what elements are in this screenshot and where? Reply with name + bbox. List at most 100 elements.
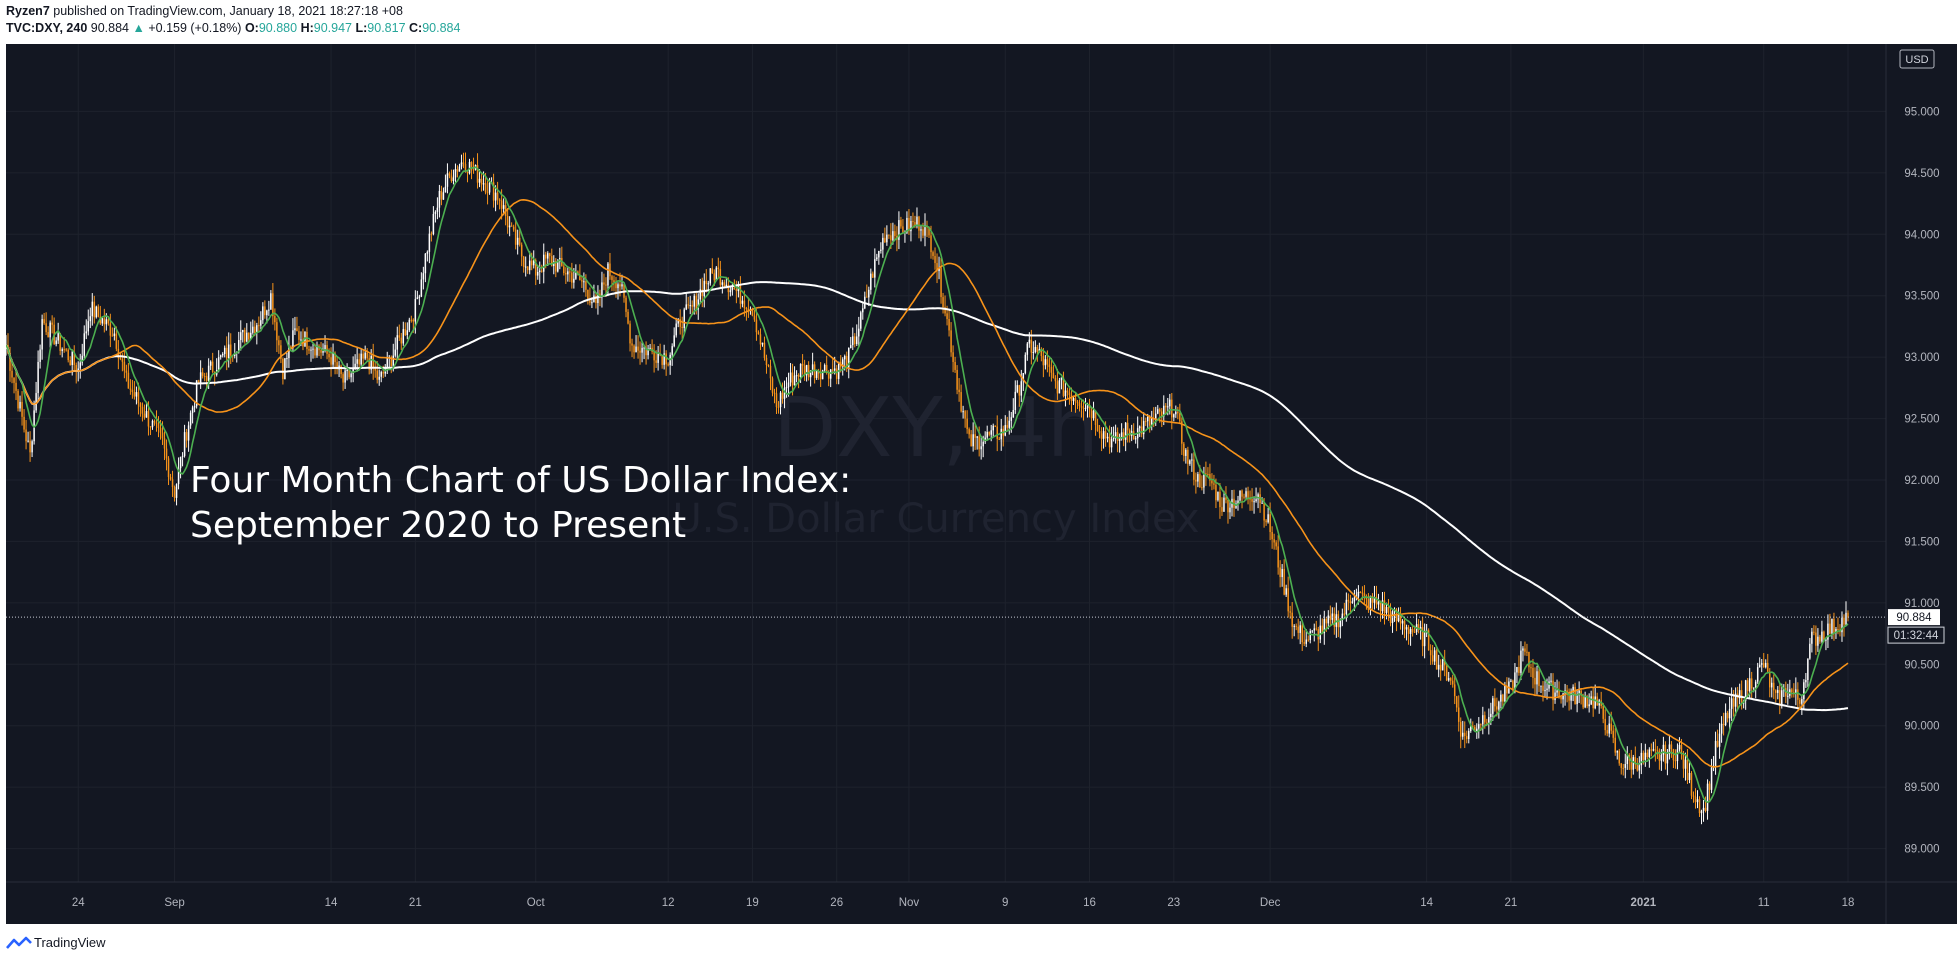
candle-body (348, 370, 350, 378)
candle-body (408, 319, 411, 331)
candle-body (502, 205, 505, 209)
candle-body (350, 373, 352, 378)
candle-body (1805, 680, 1807, 683)
time-axis[interactable]: 24 Sep 14 21 Oct 12 19 26 Nov 9 16 23 Dec 14 21 2021 11 1… (72, 897, 1855, 909)
candle-body (998, 438, 1000, 440)
candle-body (1488, 717, 1490, 723)
ma-slow-line (6, 281, 1849, 712)
candle-body (1201, 487, 1203, 489)
candle-body (512, 226, 515, 230)
author-name[interactable]: Ryzen7 (6, 4, 50, 18)
candle-body (1347, 599, 1350, 602)
candle-body (1313, 628, 1316, 631)
candle-body (1064, 390, 1067, 397)
candle-body (1407, 627, 1410, 634)
candle-body (1299, 625, 1301, 633)
candle-body (392, 355, 395, 366)
candle-body (1815, 632, 1817, 646)
candle-body (364, 352, 366, 359)
candle-body (1094, 410, 1097, 425)
candle-body (1662, 744, 1665, 755)
candle-body (1696, 799, 1699, 803)
candle-body (1847, 612, 1849, 618)
candle-body (833, 368, 836, 371)
candle-body (1520, 650, 1522, 673)
candle-body (346, 370, 348, 372)
candle-body (1008, 420, 1011, 428)
candle-body (717, 267, 720, 270)
candle-body (25, 429, 27, 442)
price-chart[interactable]: DXY, 4h U.S. Dollar Currency Index 89.00… (6, 44, 1957, 924)
candle-body (418, 296, 421, 298)
candle-body (755, 319, 758, 333)
candle-body (735, 288, 738, 292)
price-axis[interactable]: 89.000 89.500 90.000 90.500 91.000 91.500 92.0… (1904, 106, 1939, 855)
candle-body (862, 308, 864, 313)
candle-body (125, 370, 128, 373)
candle-body (1359, 591, 1362, 593)
candle-body (448, 173, 451, 176)
candle-body (540, 270, 543, 272)
low-label: L: (355, 21, 368, 35)
candle-body (655, 360, 657, 363)
candle-body (404, 329, 407, 335)
candle-body (530, 260, 533, 266)
candle-body (705, 280, 708, 284)
candle-body (414, 298, 417, 322)
candle-body (1118, 436, 1121, 441)
candle-body (701, 289, 704, 297)
candle-body (1421, 627, 1424, 647)
candlestick-series (6, 152, 1849, 825)
candle-body (316, 345, 318, 356)
candle-body (1443, 659, 1446, 666)
candle-body (282, 358, 284, 380)
tradingview-logo-icon[interactable] (6, 936, 32, 950)
symbol-label[interactable]: TVC:DXY, 240 (6, 21, 88, 35)
candle-body (1381, 600, 1384, 612)
candle-body (1797, 689, 1799, 700)
candle-body (1656, 750, 1659, 752)
candle-body (396, 335, 399, 350)
candle-body (621, 284, 623, 287)
candle-body (384, 370, 386, 374)
candle-body (613, 280, 615, 283)
candle-body (807, 364, 810, 378)
candle-body (1482, 715, 1484, 725)
candle-body (1498, 701, 1500, 710)
candle-body (1431, 655, 1434, 662)
candle-body (1453, 684, 1456, 697)
candle-body (1140, 426, 1143, 435)
candle-body (1211, 480, 1213, 484)
candle-body (175, 484, 178, 498)
candle-body (721, 282, 724, 285)
candle-body (272, 293, 274, 317)
candle-body (370, 356, 372, 370)
candle-body (1078, 403, 1081, 407)
candle-body (149, 426, 152, 428)
brand-name[interactable]: TradingView (34, 935, 106, 950)
candle-body (1732, 698, 1735, 707)
candle-body (888, 234, 890, 236)
candle-body (1014, 391, 1017, 410)
candle-body (135, 392, 138, 397)
candle-body (745, 308, 748, 310)
candle-body (139, 403, 142, 407)
candle-body (747, 308, 750, 311)
candle-body (900, 220, 902, 227)
candle-body (1102, 431, 1105, 439)
candle-body (815, 371, 818, 378)
candle-body (1476, 728, 1478, 731)
footer: TradingView (0, 924, 1957, 962)
candle-body (1307, 639, 1309, 641)
candle-body (1090, 409, 1093, 419)
candle-body (500, 200, 503, 209)
candle-body (1062, 377, 1065, 397)
currency-badge[interactable]: USD (1899, 49, 1935, 69)
candle-body (97, 306, 100, 317)
candle-body (1468, 731, 1470, 740)
candle-body (1293, 625, 1295, 627)
candle-body (1744, 680, 1747, 701)
candle-body (1560, 696, 1562, 700)
candle-body (878, 250, 880, 258)
close-label: C: (409, 21, 423, 35)
